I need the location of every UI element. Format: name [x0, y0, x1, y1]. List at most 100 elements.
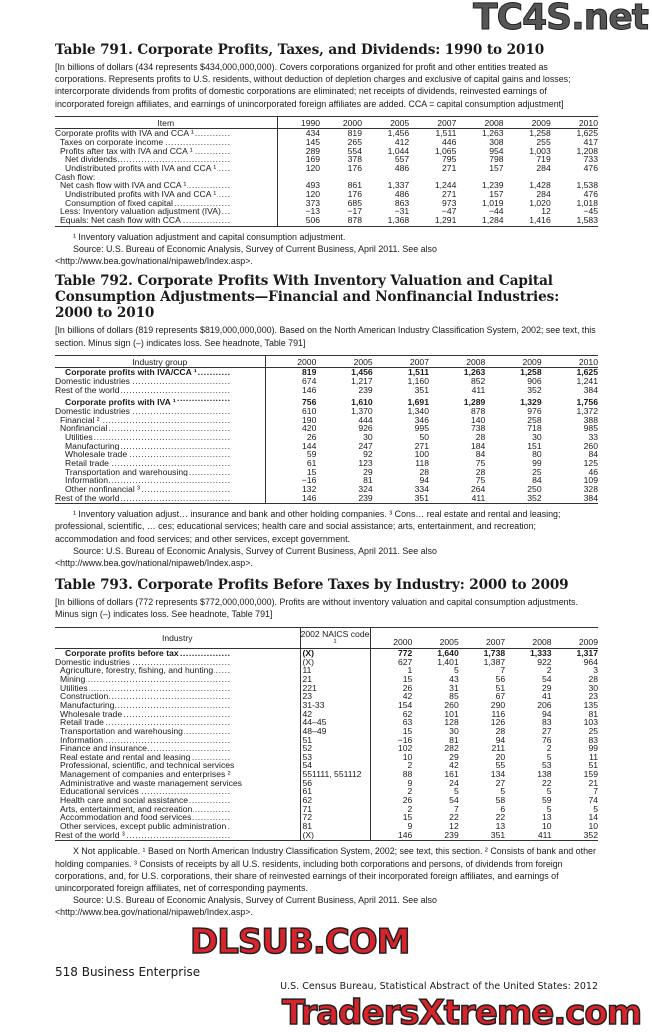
value-cell: 420: [302, 423, 317, 434]
value-cell: 388: [583, 414, 598, 425]
value-cell: 798: [489, 154, 504, 165]
value-cell: 5: [546, 803, 552, 814]
column-header: 2000: [320, 115, 362, 130]
value-cell: 7: [593, 786, 598, 797]
value-cell: 976: [527, 405, 542, 416]
column-header: 2009: [485, 354, 542, 369]
value-cell: 22: [495, 812, 506, 823]
value-cell: 75: [475, 457, 486, 468]
value-cell: 128: [444, 717, 459, 728]
value-cell: 738: [470, 423, 486, 434]
value-cell: 1,456: [351, 367, 373, 378]
naics-code: 44–45: [300, 718, 371, 727]
table-row: Net dividends 169 378 557 795 798 719 733: [55, 154, 598, 165]
table-row: Less: Inventory valuation adjustment (IV…: [55, 206, 598, 217]
value-cell: 144: [302, 440, 317, 451]
value-cell: 1,263: [463, 367, 486, 378]
value-cell: 22: [449, 812, 459, 823]
value-cell: 1,333: [530, 647, 552, 658]
row-label-cell: Nonfinancial: [55, 424, 266, 433]
value-cell: 486: [394, 163, 410, 174]
table-792-title: Table 792. Corporate Profits With Invent…: [55, 273, 560, 322]
table-row: Undistributed profits with IVA and CCA ¹…: [55, 190, 598, 199]
row-label: Wholesale trade: [55, 709, 124, 719]
value-cell: 84: [588, 449, 598, 460]
value-cell: 1,291: [409, 216, 457, 227]
value-cell: 15: [402, 812, 413, 823]
value-cell: 685: [347, 197, 362, 208]
value-cell: 12: [449, 821, 459, 832]
row-label-cell: Manufacturing: [55, 441, 266, 451]
header-row: Item 1990 2000 2005 2007 2008 2009 2010: [55, 115, 598, 130]
row-label: Mining: [55, 674, 87, 684]
row-label: Educational services: [55, 787, 140, 797]
value-cell: 1,428: [529, 180, 551, 191]
value-cell: 239: [316, 493, 373, 505]
table-791-footnotes: ¹ Inventory valuation adjustment and cap…: [55, 231, 598, 268]
table-793: Industry 2002 NAICS code ¹ 2000 2005 2007 200…: [55, 626, 598, 842]
value-cell: 1,020: [529, 197, 551, 208]
value-cell: 334: [414, 483, 429, 494]
value-cell: 28: [495, 725, 506, 736]
row-label-cell: Financial ²: [55, 415, 266, 425]
value-cell: 27: [541, 725, 552, 736]
naics-code: 48–49: [300, 727, 371, 736]
value-cell: 81: [588, 708, 598, 719]
value-cell: 3: [593, 665, 598, 676]
value-cell: 1,160: [407, 376, 429, 387]
value-cell: 719: [536, 154, 551, 165]
row-label: Administrative and waste management serv…: [55, 778, 243, 788]
value-cell: 54: [449, 795, 459, 806]
value-cell: 5: [453, 665, 459, 676]
row-label: Domestic industries: [55, 657, 131, 667]
row-label-cell: Corporate profits before tax: [55, 648, 301, 658]
table-row: Domestic industries (X) 627 1,401 1,387 922 96…: [55, 656, 598, 667]
row-label: Net dividends: [55, 155, 119, 165]
value-cell: 964: [583, 656, 598, 667]
table-row: Manufacturing 144 247 271 184 151 260: [55, 440, 598, 451]
column-header: 2008: [505, 626, 552, 649]
row-label-cell: Accommodation and food services: [55, 813, 301, 823]
table-791-title: Table 791. Corporate Profits, Taxes, and…: [55, 42, 545, 58]
column-header: 2010: [541, 354, 598, 369]
row-label: Agriculture, forestry, fishing, and hunt…: [55, 666, 215, 675]
value-cell: 101: [444, 708, 459, 719]
row-label-cell: Rest of the world: [55, 385, 266, 395]
value-cell: 125: [583, 457, 598, 468]
row-label-cell: Cash flow:: [55, 172, 278, 182]
value-cell: 995: [414, 423, 429, 434]
value-cell: 1,583: [550, 216, 598, 227]
row-label-cell: Finance and insurance: [55, 744, 301, 753]
table-row: Information 51 −16 81 94 76 83: [55, 735, 598, 745]
row-label-cell: Corporate profits with IVA and CCA ¹: [55, 128, 278, 139]
row-label: Consumption of fixed capital: [55, 198, 174, 208]
value-cell: −31: [394, 206, 410, 217]
value-cell: 24: [449, 777, 459, 788]
value-cell: 20: [495, 751, 506, 762]
row-label-cell: Other nonfinancial ³: [55, 484, 266, 494]
row-label-cell: Educational services: [55, 787, 301, 797]
value-cell: 819: [302, 367, 317, 378]
row-label-cell: Administrative and waste management serv…: [55, 778, 301, 788]
value-cell: −44: [488, 206, 504, 217]
value-cell: 1,241: [576, 376, 598, 387]
table-row: Profits after tax with IVA and CCA ¹ 289 5…: [55, 147, 598, 156]
row-label: Construction: [55, 692, 110, 701]
row-label: Finance and insurance: [55, 744, 148, 753]
value-cell: 1,239: [482, 180, 504, 191]
row-label: Information: [55, 476, 109, 485]
value-cell: 486: [394, 189, 410, 200]
value-cell: 878: [320, 216, 362, 227]
value-cell: 29: [541, 682, 552, 693]
value-cell: 7: [500, 665, 506, 676]
value-cell: 74: [588, 795, 598, 806]
row-label: Less: Inventory valuation adjustment (IV…: [55, 207, 222, 217]
row-label: Profits after tax with IVA and CCA ¹: [55, 146, 194, 156]
table-row: Other nonfinancial ³ 132 324 334 264 250 328: [55, 485, 598, 494]
value-cell: 282: [444, 743, 459, 754]
table-row: Retail trade 61 123 118 75 99 125: [55, 459, 598, 468]
footnote: Source: U.S. Bureau of Economic Analysis…: [55, 243, 437, 267]
value-cell: 373: [305, 197, 321, 208]
value-cell: 351: [458, 830, 506, 842]
